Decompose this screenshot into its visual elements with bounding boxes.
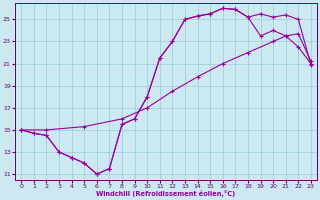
- X-axis label: Windchill (Refroidissement éolien,°C): Windchill (Refroidissement éolien,°C): [96, 190, 236, 197]
